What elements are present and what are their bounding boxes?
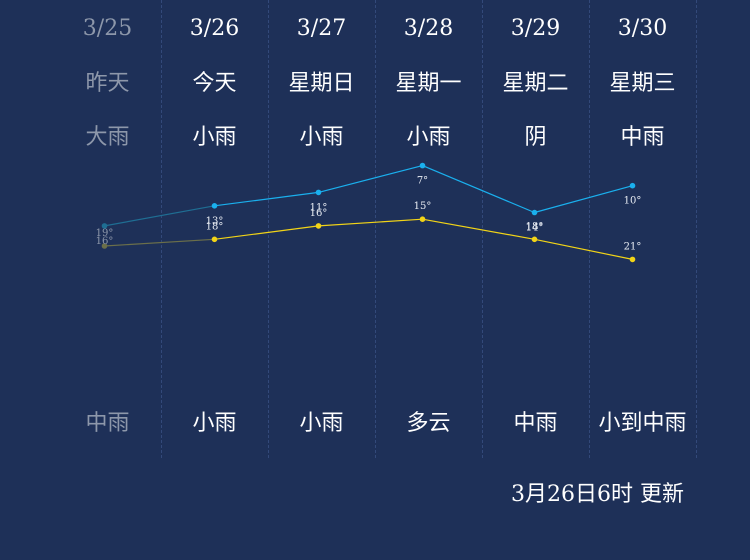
high-temp-segment — [422, 218, 535, 240]
high-temp-label: 21° — [624, 241, 642, 252]
night-weather: 多云 — [406, 411, 451, 436]
night-weather: 中雨 — [513, 411, 558, 436]
high-temp-point — [315, 223, 322, 229]
day-weekday: 昨天 — [85, 71, 130, 96]
high-temp-segment — [104, 238, 215, 247]
temperature-chart: 19° 18° 16° 15° 18° 21° 16° 13° 11° 7° 14° 10° — [96, 162, 642, 263]
day-weather: 大雨 — [85, 125, 130, 150]
high-temp-point — [101, 243, 108, 249]
day-column: 3/26 今天 小雨 小雨 — [161, 0, 268, 458]
column-divider — [482, 0, 483, 458]
day-weather: 小雨 — [406, 125, 451, 150]
day-weather: 阴 — [524, 125, 547, 150]
high-temp-label: 19° — [96, 228, 114, 239]
low-temp-point — [629, 182, 636, 189]
day-column: 3/30 星期三中雨小到中雨 — [589, 0, 696, 458]
day-weekday: 今天 — [192, 71, 237, 96]
day-column: 3/27 星期日 小雨 小雨 — [268, 0, 375, 458]
low-temp-segment — [214, 191, 319, 207]
column-divider — [161, 0, 162, 458]
high-temp-label: 18° — [206, 221, 224, 232]
day-column: 3/29 星期二阴中雨 — [482, 0, 589, 458]
low-temp-label: 13° — [206, 216, 224, 227]
day-column: 3/25 昨天大雨中雨 — [54, 0, 161, 458]
day-date: 3/27 — [296, 16, 347, 41]
column-divider — [696, 0, 697, 458]
day-weekday: 星期一 — [395, 71, 462, 96]
column-divider — [375, 0, 376, 458]
high-temp-point — [629, 256, 636, 263]
day-weekday: 星期三 — [609, 71, 676, 96]
low-temp-label: 7° — [417, 176, 428, 187]
day-date: 3/29 — [510, 16, 561, 41]
day-weather: 中雨 — [620, 125, 665, 150]
day-weather: 小雨 — [299, 125, 344, 150]
high-temp-segment — [534, 238, 633, 260]
night-weather: 小雨 — [299, 411, 344, 436]
day-weather: 小雨 — [192, 125, 237, 150]
low-temp-segment — [318, 165, 423, 193]
day-weekday: 星期日 — [288, 71, 355, 96]
low-temp-label: 10° — [624, 196, 642, 207]
day-date: 3/25 — [82, 16, 133, 41]
low-temp-segment — [534, 185, 633, 214]
low-temp-segment — [422, 165, 535, 214]
column-divider — [589, 0, 590, 458]
low-temp-point — [315, 189, 322, 196]
high-temp-point — [211, 236, 218, 243]
high-temp-label: 15° — [414, 201, 432, 212]
low-temp-point — [101, 223, 108, 229]
high-temp-segment — [214, 225, 319, 240]
day-column: 3/28 星期一小雨多云 — [375, 0, 482, 458]
low-temp-point — [211, 203, 218, 209]
day-date: 3/30 — [617, 16, 668, 41]
low-temp-point — [531, 209, 538, 216]
day-date: 3/26 — [189, 16, 240, 41]
low-temp-label: 14° — [526, 223, 544, 234]
high-temp-segment — [318, 218, 423, 227]
high-temp-label: 18° — [526, 221, 544, 232]
column-divider — [268, 0, 269, 458]
day-date: 3/28 — [403, 16, 454, 41]
night-weather: 小到中雨 — [598, 411, 687, 436]
high-temp-point — [419, 216, 426, 222]
night-weather: 小雨 — [192, 411, 237, 436]
low-temp-label: 11° — [310, 202, 328, 213]
low-temp-label: 16° — [96, 236, 114, 247]
low-temp-point — [419, 162, 426, 169]
low-temp-segment — [104, 205, 215, 227]
high-temp-point — [531, 236, 538, 243]
update-time: 3月26日6时 更新 — [511, 482, 684, 507]
day-weekday: 星期二 — [502, 71, 569, 96]
high-temp-label: 16° — [310, 208, 328, 219]
night-weather: 中雨 — [85, 411, 130, 436]
